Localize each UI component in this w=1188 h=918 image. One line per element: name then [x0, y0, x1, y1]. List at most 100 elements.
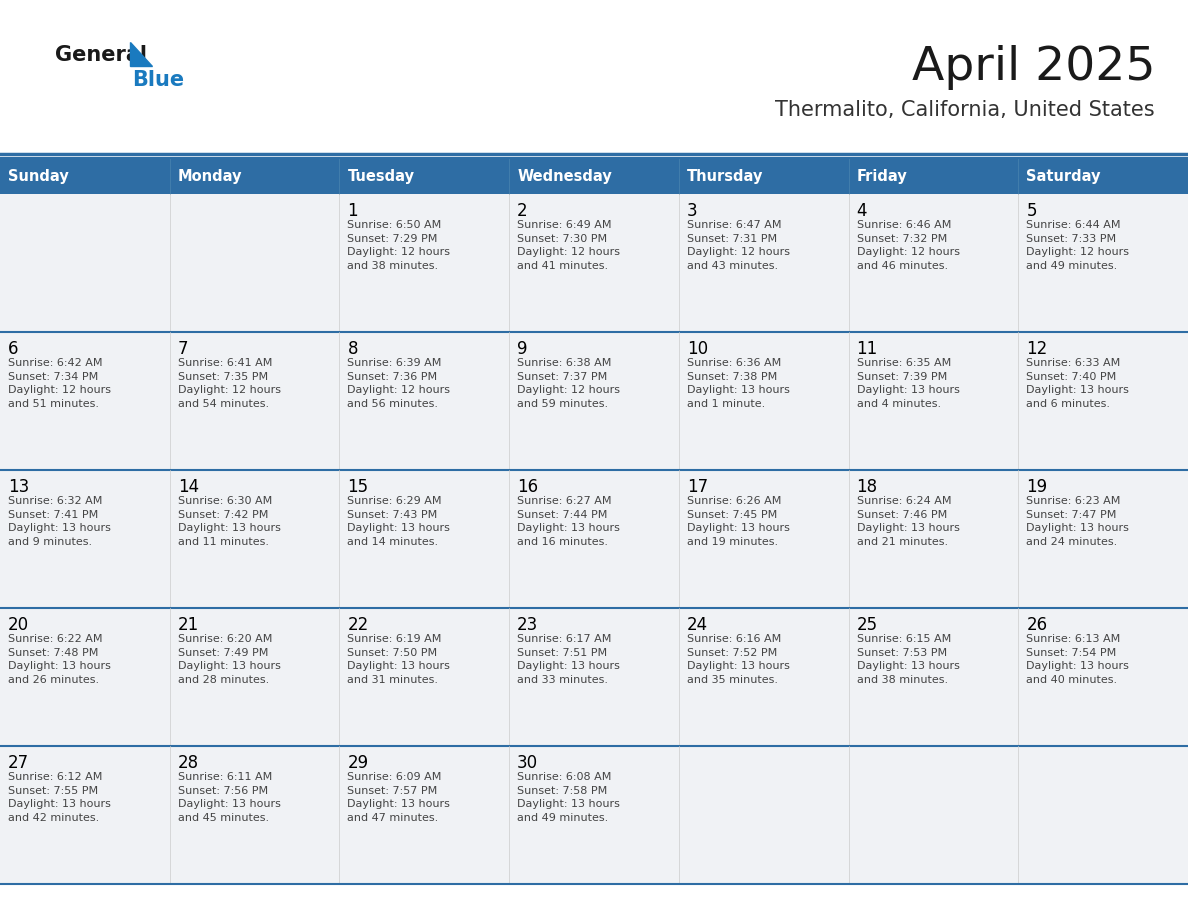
Bar: [340, 608, 510, 746]
Text: Sunday: Sunday: [8, 169, 69, 184]
Bar: [848, 332, 1018, 470]
Bar: [0, 158, 170, 194]
Text: Saturday: Saturday: [1026, 169, 1101, 184]
Bar: [510, 194, 678, 332]
Text: Sunrise: 6:15 AM
Sunset: 7:53 PM
Daylight: 13 hours
and 38 minutes.: Sunrise: 6:15 AM Sunset: 7:53 PM Dayligh…: [857, 634, 960, 685]
Text: Sunrise: 6:47 AM
Sunset: 7:31 PM
Daylight: 12 hours
and 43 minutes.: Sunrise: 6:47 AM Sunset: 7:31 PM Dayligh…: [687, 220, 790, 271]
Bar: [340, 194, 510, 332]
Bar: [0, 194, 170, 332]
Text: Wednesday: Wednesday: [517, 169, 612, 184]
Bar: [678, 470, 848, 608]
Text: Sunrise: 6:38 AM
Sunset: 7:37 PM
Daylight: 12 hours
and 59 minutes.: Sunrise: 6:38 AM Sunset: 7:37 PM Dayligh…: [517, 358, 620, 409]
Text: Sunrise: 6:44 AM
Sunset: 7:33 PM
Daylight: 12 hours
and 49 minutes.: Sunrise: 6:44 AM Sunset: 7:33 PM Dayligh…: [1026, 220, 1130, 271]
Text: 12: 12: [1026, 340, 1048, 358]
Text: 16: 16: [517, 478, 538, 496]
Text: Blue: Blue: [132, 70, 184, 90]
Text: 18: 18: [857, 478, 878, 496]
Bar: [170, 608, 340, 746]
Bar: [678, 158, 848, 194]
Text: 30: 30: [517, 754, 538, 772]
Bar: [678, 332, 848, 470]
Text: 10: 10: [687, 340, 708, 358]
Text: Sunrise: 6:49 AM
Sunset: 7:30 PM
Daylight: 12 hours
and 41 minutes.: Sunrise: 6:49 AM Sunset: 7:30 PM Dayligh…: [517, 220, 620, 271]
Bar: [0, 746, 170, 884]
Text: Sunrise: 6:11 AM
Sunset: 7:56 PM
Daylight: 13 hours
and 45 minutes.: Sunrise: 6:11 AM Sunset: 7:56 PM Dayligh…: [178, 772, 280, 823]
Text: 22: 22: [347, 616, 368, 634]
Bar: [848, 470, 1018, 608]
Text: 26: 26: [1026, 616, 1048, 634]
Bar: [340, 332, 510, 470]
Text: Sunrise: 6:36 AM
Sunset: 7:38 PM
Daylight: 13 hours
and 1 minute.: Sunrise: 6:36 AM Sunset: 7:38 PM Dayligh…: [687, 358, 790, 409]
Text: Sunrise: 6:26 AM
Sunset: 7:45 PM
Daylight: 13 hours
and 19 minutes.: Sunrise: 6:26 AM Sunset: 7:45 PM Dayligh…: [687, 496, 790, 547]
Text: Sunrise: 6:12 AM
Sunset: 7:55 PM
Daylight: 13 hours
and 42 minutes.: Sunrise: 6:12 AM Sunset: 7:55 PM Dayligh…: [8, 772, 110, 823]
Bar: [0, 332, 170, 470]
Text: General: General: [55, 45, 147, 65]
Text: 15: 15: [347, 478, 368, 496]
Bar: [170, 194, 340, 332]
Text: 2: 2: [517, 202, 527, 220]
Text: Sunrise: 6:27 AM
Sunset: 7:44 PM
Daylight: 13 hours
and 16 minutes.: Sunrise: 6:27 AM Sunset: 7:44 PM Dayligh…: [517, 496, 620, 547]
Text: 5: 5: [1026, 202, 1037, 220]
Text: April 2025: April 2025: [911, 46, 1155, 91]
Text: Sunrise: 6:16 AM
Sunset: 7:52 PM
Daylight: 13 hours
and 35 minutes.: Sunrise: 6:16 AM Sunset: 7:52 PM Dayligh…: [687, 634, 790, 685]
Bar: [1018, 746, 1188, 884]
Bar: [510, 746, 678, 884]
Text: Thermalito, California, United States: Thermalito, California, United States: [776, 100, 1155, 120]
Bar: [848, 608, 1018, 746]
Bar: [340, 158, 510, 194]
Bar: [678, 608, 848, 746]
Bar: [848, 158, 1018, 194]
Text: Sunrise: 6:23 AM
Sunset: 7:47 PM
Daylight: 13 hours
and 24 minutes.: Sunrise: 6:23 AM Sunset: 7:47 PM Dayligh…: [1026, 496, 1129, 547]
Text: 27: 27: [8, 754, 30, 772]
Text: Sunrise: 6:39 AM
Sunset: 7:36 PM
Daylight: 12 hours
and 56 minutes.: Sunrise: 6:39 AM Sunset: 7:36 PM Dayligh…: [347, 358, 450, 409]
Text: 24: 24: [687, 616, 708, 634]
Text: Sunrise: 6:32 AM
Sunset: 7:41 PM
Daylight: 13 hours
and 9 minutes.: Sunrise: 6:32 AM Sunset: 7:41 PM Dayligh…: [8, 496, 110, 547]
Bar: [170, 746, 340, 884]
Text: Sunrise: 6:17 AM
Sunset: 7:51 PM
Daylight: 13 hours
and 33 minutes.: Sunrise: 6:17 AM Sunset: 7:51 PM Dayligh…: [517, 634, 620, 685]
Text: 11: 11: [857, 340, 878, 358]
Bar: [678, 746, 848, 884]
Text: 1: 1: [347, 202, 358, 220]
Bar: [510, 332, 678, 470]
Polygon shape: [129, 42, 152, 66]
Bar: [170, 158, 340, 194]
Bar: [340, 746, 510, 884]
Text: 25: 25: [857, 616, 878, 634]
Text: 3: 3: [687, 202, 697, 220]
Bar: [170, 332, 340, 470]
Bar: [1018, 158, 1188, 194]
Text: Sunrise: 6:19 AM
Sunset: 7:50 PM
Daylight: 13 hours
and 31 minutes.: Sunrise: 6:19 AM Sunset: 7:50 PM Dayligh…: [347, 634, 450, 685]
Text: 6: 6: [8, 340, 19, 358]
Bar: [510, 470, 678, 608]
Text: 28: 28: [178, 754, 198, 772]
Bar: [510, 158, 678, 194]
Text: Monday: Monday: [178, 169, 242, 184]
Bar: [340, 470, 510, 608]
Text: 8: 8: [347, 340, 358, 358]
Text: 29: 29: [347, 754, 368, 772]
Text: 9: 9: [517, 340, 527, 358]
Text: Sunrise: 6:50 AM
Sunset: 7:29 PM
Daylight: 12 hours
and 38 minutes.: Sunrise: 6:50 AM Sunset: 7:29 PM Dayligh…: [347, 220, 450, 271]
Bar: [1018, 194, 1188, 332]
Text: 19: 19: [1026, 478, 1048, 496]
Text: 4: 4: [857, 202, 867, 220]
Text: 23: 23: [517, 616, 538, 634]
Text: 21: 21: [178, 616, 198, 634]
Bar: [0, 608, 170, 746]
Text: 14: 14: [178, 478, 198, 496]
Bar: [1018, 332, 1188, 470]
Bar: [1018, 608, 1188, 746]
Text: Tuesday: Tuesday: [347, 169, 415, 184]
Bar: [170, 470, 340, 608]
Text: Sunrise: 6:22 AM
Sunset: 7:48 PM
Daylight: 13 hours
and 26 minutes.: Sunrise: 6:22 AM Sunset: 7:48 PM Dayligh…: [8, 634, 110, 685]
Text: 17: 17: [687, 478, 708, 496]
Bar: [1018, 470, 1188, 608]
Text: 13: 13: [8, 478, 30, 496]
Bar: [678, 194, 848, 332]
Text: Sunrise: 6:09 AM
Sunset: 7:57 PM
Daylight: 13 hours
and 47 minutes.: Sunrise: 6:09 AM Sunset: 7:57 PM Dayligh…: [347, 772, 450, 823]
Bar: [510, 608, 678, 746]
Text: Sunrise: 6:35 AM
Sunset: 7:39 PM
Daylight: 13 hours
and 4 minutes.: Sunrise: 6:35 AM Sunset: 7:39 PM Dayligh…: [857, 358, 960, 409]
Text: Sunrise: 6:20 AM
Sunset: 7:49 PM
Daylight: 13 hours
and 28 minutes.: Sunrise: 6:20 AM Sunset: 7:49 PM Dayligh…: [178, 634, 280, 685]
Text: Sunrise: 6:42 AM
Sunset: 7:34 PM
Daylight: 12 hours
and 51 minutes.: Sunrise: 6:42 AM Sunset: 7:34 PM Dayligh…: [8, 358, 110, 409]
Text: Sunrise: 6:30 AM
Sunset: 7:42 PM
Daylight: 13 hours
and 11 minutes.: Sunrise: 6:30 AM Sunset: 7:42 PM Dayligh…: [178, 496, 280, 547]
